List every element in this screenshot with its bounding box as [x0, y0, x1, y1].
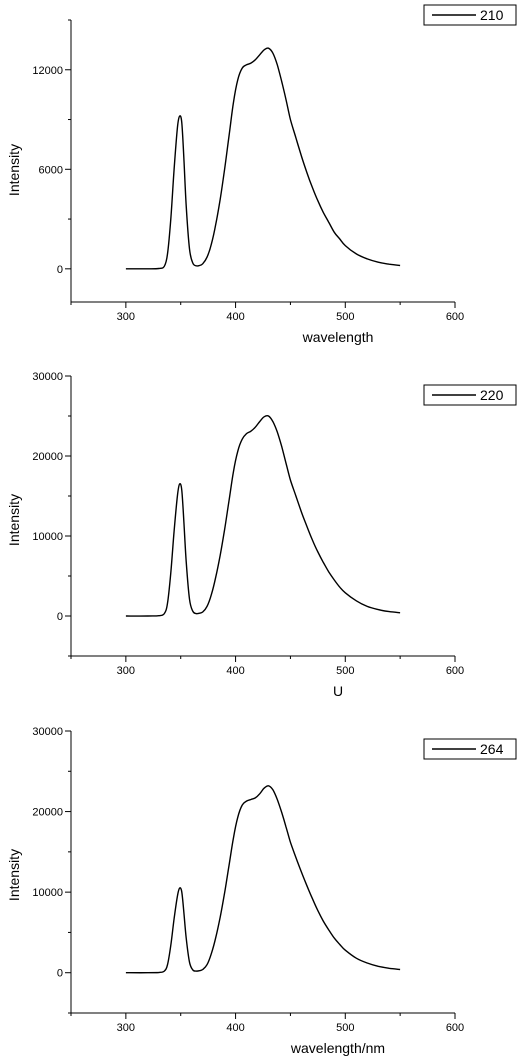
y-tick-label: 20000 [32, 451, 63, 463]
x-tick-label: 300 [117, 1022, 135, 1034]
chart-panel-1: 300 400 500 6000600012000wavelengthIntensit… [6, 4, 517, 345]
series-line-210 [125, 47, 401, 270]
x-tick-label: 500 [336, 311, 354, 323]
x-tick-label: 400 [226, 665, 244, 677]
x-tick-label: 600 [446, 665, 464, 677]
series-line-220 [125, 414, 401, 617]
y-axis-title: Intensity [6, 144, 22, 196]
x-tick-label: 300 [117, 665, 135, 677]
x-axis-title: wavelength/nm [290, 1040, 385, 1056]
x-tick-label: 500 [336, 665, 354, 677]
y-tick-label: 0 [57, 264, 63, 276]
legend-label: 220 [480, 387, 504, 403]
x-axis-title: wavelength [302, 329, 374, 345]
y-tick-label: 20000 [32, 807, 63, 819]
legend-label: 264 [480, 741, 504, 757]
y-tick-label: 10000 [32, 887, 63, 899]
x-tick-label: 500 [336, 1022, 354, 1034]
x-tick-label: 600 [446, 311, 464, 323]
chart-panel-3: 300 400 500 600 0 10000 20000 30000 wavelength/n… [6, 726, 517, 1056]
y-tick-label: 30000 [32, 371, 63, 383]
x-tick-label: 400 [226, 311, 244, 323]
x-axis-title: U [333, 683, 343, 699]
legend-label: 210 [480, 7, 504, 23]
x-tick-label: 300 [117, 311, 135, 323]
y-tick-label: 12000 [32, 65, 63, 77]
series-line-264 [125, 785, 401, 974]
y-tick-label: 30000 [32, 726, 63, 738]
y-tick-label: 0 [57, 611, 63, 623]
x-tick-label: 400 [226, 1022, 244, 1034]
y-axis-title: Intensity [6, 849, 22, 901]
chart-panel-2: 300 400 500 600 0 10000 20000 30000 U Intensity 22… [6, 371, 517, 699]
y-tick-label: 10000 [32, 531, 63, 543]
y-axis-title: Intensity [6, 494, 22, 546]
x-tick-label: 600 [446, 1022, 464, 1034]
y-tick-label: 6000 [39, 164, 63, 176]
y-tick-label: 0 [57, 968, 63, 980]
